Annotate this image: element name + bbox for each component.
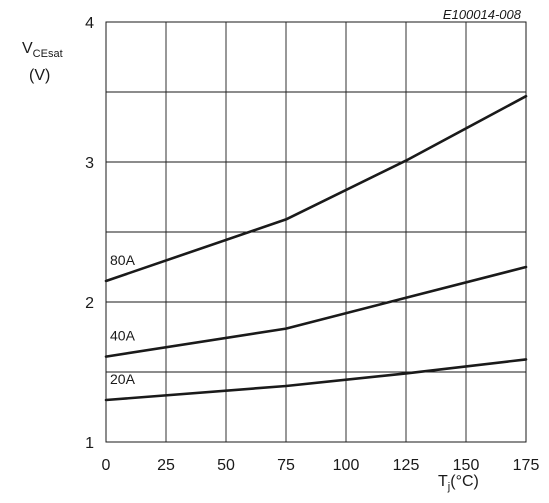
series-labels: 80A 40A 20A	[110, 252, 136, 387]
x-tick-label: 125	[393, 457, 420, 474]
x-tick-label: 75	[277, 457, 295, 474]
series-line-20A	[104, 358, 528, 402]
x-axis-subscript: j	[447, 481, 450, 493]
x-tick-label: 100	[333, 457, 360, 474]
y-axis-title: VCEsat	[22, 40, 63, 60]
y-axis-subscript: CEsat	[33, 48, 63, 60]
series-label-40A: 40A	[110, 328, 136, 344]
x-tick-label: 175	[513, 457, 540, 474]
grid	[105, 21, 527, 443]
y-tick-label: 4	[85, 15, 94, 32]
x-tick-label: 0	[102, 457, 111, 474]
x-tick-label: 150	[453, 457, 480, 474]
series-lines	[104, 94, 528, 402]
series-label-80A: 80A	[110, 252, 136, 268]
y-axis-symbol: V	[22, 40, 33, 57]
y-axis-unit: (V)	[29, 67, 50, 84]
x-tick-labels: 0 25 50 75 100 125 150 175	[102, 457, 540, 474]
y-tick-labels: 1 2 3 4	[85, 15, 94, 452]
y-tick-label: 3	[85, 155, 94, 172]
x-axis-title: Tj(°C)	[438, 473, 479, 493]
y-tick-label: 2	[85, 295, 94, 312]
figure-code: E100014-008	[443, 7, 522, 22]
x-tick-label: 25	[157, 457, 175, 474]
x-axis-unit: (°C)	[450, 473, 479, 490]
plot-area	[105, 21, 527, 443]
series-label-20A: 20A	[110, 371, 136, 387]
x-axis-symbol: T	[438, 473, 448, 490]
y-tick-label: 1	[85, 435, 94, 452]
x-tick-label: 50	[217, 457, 235, 474]
series-line-80A	[104, 94, 528, 283]
series-line-40A	[104, 265, 528, 358]
